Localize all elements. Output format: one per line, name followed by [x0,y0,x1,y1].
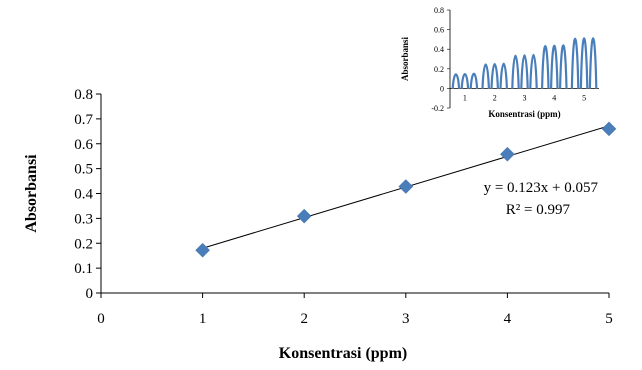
inset-y-tick-label: -0.2 [431,104,444,113]
inset-y-tick-label: 0 [440,84,444,93]
y-tick-label: 0.4 [74,187,93,203]
inset-peak-group [511,53,538,89]
y-tick-label: 0.6 [74,137,93,153]
x-tick-label: 3 [402,311,410,327]
data-point [398,179,414,194]
inset-x-tick-label: 5 [582,93,586,102]
data-point [296,208,312,224]
inset-y-axis-title: Absorbansi [400,36,410,81]
x-tick-label: 0 [97,311,105,327]
inset-peak-group [570,37,598,89]
inset-x-tick-label: 2 [493,93,497,102]
inset-peak-group [541,44,568,89]
y-tick-label: 0.8 [74,87,93,103]
y-tick-label: 0.5 [74,162,93,178]
inset-x-tick-label: 1 [463,93,467,102]
inset-x-tick-label: 3 [523,93,527,102]
trendline-r2: R² = 0.997 [506,202,571,218]
y-tick-label: 0 [86,286,94,302]
y-tick-label: 0.2 [74,236,93,252]
inset-y-tick-label: 0.4 [434,45,444,54]
inset-x-tick-label: 4 [552,93,556,102]
x-tick-label: 2 [300,311,308,327]
x-tick-label: 4 [504,311,512,327]
inset-x-axis-title: Konsentrasi (ppm) [488,109,560,119]
inset-y-tick-label: 0.6 [434,26,444,35]
inset-peak-group [451,72,479,89]
x-tick-label: 5 [605,311,613,327]
data-point [195,242,210,258]
inset-y-tick-label: 0.2 [434,65,444,74]
trendline-equation: y = 0.123x + 0.057 [484,180,599,196]
data-point [500,146,515,162]
y-tick-label: 0.3 [74,211,93,227]
y-tick-label: 0.1 [74,261,93,277]
x-axis-title: Konsentrasi (ppm) [279,345,407,362]
inset-y-tick-label: 0.8 [434,6,444,15]
inset-peak-group [481,62,508,89]
main-chart: 0 0.1 0.2 0.3 0.4 0.5 0.6 0.7 0.8 0 1 2 3 4 5 Konsentra… [23,87,617,362]
x-tick-label: 1 [199,311,207,327]
y-tick-label: 0.7 [74,112,93,128]
data-point [601,121,617,137]
inset-chart: -0.2 0 0.2 0.4 0.6 0.8 1 2 3 4 5 Konsentrasi (ppm) A… [400,6,599,119]
y-axis-title: Absorbansi [23,154,40,233]
